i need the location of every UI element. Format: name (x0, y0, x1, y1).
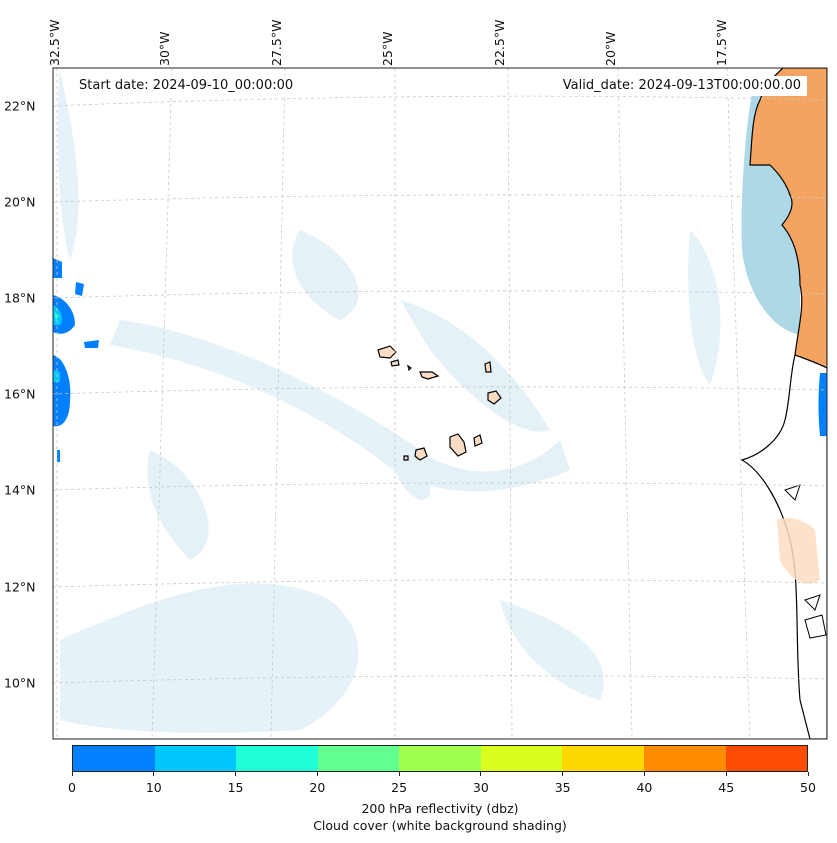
colorbar-tick-label: 30 (472, 780, 489, 795)
lat-label-10n: 10°N (4, 675, 36, 691)
map-area (53, 68, 827, 739)
colorbar-segment (73, 746, 155, 771)
colorbar-tick (153, 772, 155, 776)
colorbar-tick-label: 45 (718, 780, 735, 795)
cape-verde-islands (377, 345, 502, 461)
lat-label-18n: 18°N (4, 290, 36, 306)
colorbar-tick-label: 10 (145, 780, 162, 795)
colorbar-tick (807, 772, 809, 776)
colorbar-tick (71, 772, 73, 776)
lat-label-22n: 22°N (4, 98, 36, 114)
lon-label-22-5w: 22.5°W (492, 19, 507, 66)
colorbar-tick-label: 35 (554, 780, 571, 795)
lat-label-12n: 12°N (4, 579, 36, 595)
colorbar-tick (316, 772, 318, 776)
colorbar-sublabel: Cloud cover (white background shading) (313, 818, 567, 833)
colorbar-label: 200 hPa reflectivity (dbz) (361, 801, 519, 816)
colorbar-tick (562, 772, 564, 776)
colorbar-tick (398, 772, 400, 776)
lon-label-25w: 25°W (380, 31, 395, 66)
colorbar-segment (317, 746, 400, 771)
lon-label-20w: 20°W (603, 31, 618, 66)
lon-label-32-5w: 32.5°W (47, 19, 62, 66)
reflectivity-patches (53, 258, 827, 462)
cloud-cover-shading (57, 70, 721, 733)
colorbar-segment (725, 746, 808, 771)
lon-label-30w: 30°W (157, 31, 172, 66)
lon-label-17-5w: 17.5°W (714, 19, 729, 66)
colorbar-tick (725, 772, 727, 776)
colorbar-tick-label: 0 (68, 780, 76, 795)
start-date-annotation: Start date: 2024-09-10_00:00:00 (73, 76, 300, 96)
graticule (53, 68, 827, 739)
colorbar-tick (235, 772, 237, 776)
lat-label-20n: 20°N (4, 194, 36, 210)
colorbar-tick-label: 15 (227, 780, 244, 795)
africa-land (740, 68, 827, 739)
colorbar-segment (562, 746, 644, 771)
colorbar-segment (399, 746, 481, 771)
colorbar (72, 745, 808, 772)
colorbar-tick-label: 40 (636, 780, 653, 795)
colorbar-segment (236, 746, 318, 771)
map-frame (52, 67, 828, 740)
colorbar-segment (643, 746, 726, 771)
colorbar-segment (480, 746, 563, 771)
colorbar-tick-label: 25 (391, 780, 408, 795)
lat-label-16n: 16°N (4, 386, 36, 402)
colorbar-tick (480, 772, 482, 776)
colorbar-tick-label: 20 (309, 780, 326, 795)
lat-label-14n: 14°N (4, 482, 36, 498)
colorbar-tick (643, 772, 645, 776)
valid-date-annotation: Valid_date: 2024-09-13T00:00:00.00 (556, 76, 807, 96)
colorbar-segment (154, 746, 237, 771)
lon-label-27-5w: 27.5°W (269, 19, 284, 66)
colorbar-tick-label: 50 (800, 780, 816, 795)
